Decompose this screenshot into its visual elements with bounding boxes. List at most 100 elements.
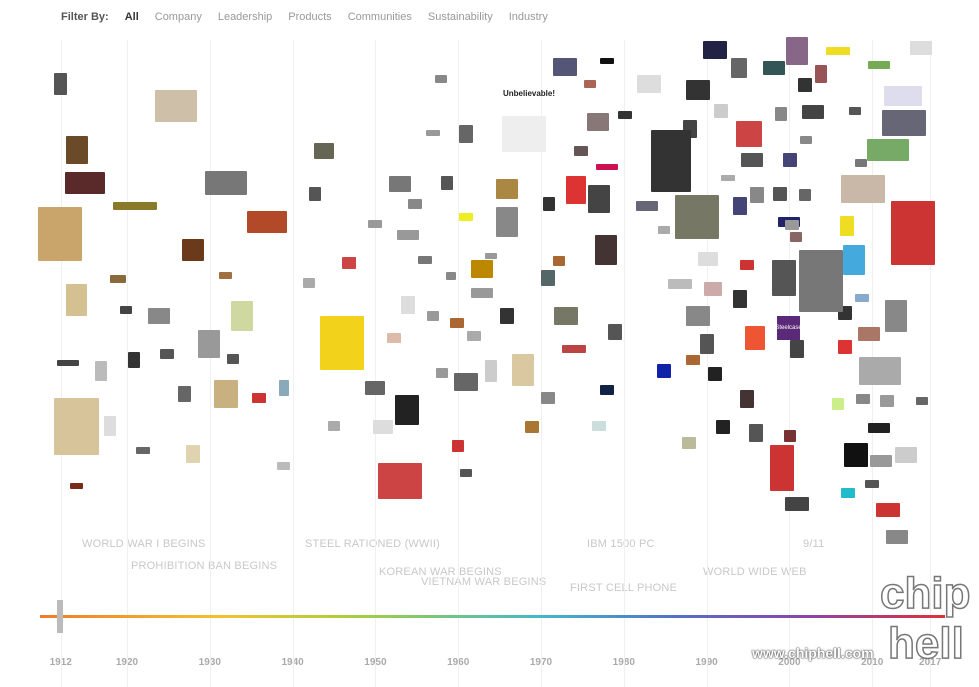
- thumbnail[interactable]: [459, 213, 473, 221]
- thumbnail[interactable]: [584, 80, 596, 88]
- thumbnail[interactable]: [868, 423, 890, 433]
- thumbnail[interactable]: [113, 202, 157, 210]
- thumbnail[interactable]: [446, 272, 456, 280]
- thumbnail[interactable]: [553, 256, 565, 266]
- thumbnail[interactable]: [700, 334, 714, 354]
- thumbnail[interactable]: [600, 385, 614, 395]
- thumbnail[interactable]: [749, 424, 763, 442]
- thumbnail[interactable]: [600, 58, 614, 64]
- thumbnail[interactable]: [698, 252, 718, 266]
- thumbnail[interactable]: [815, 65, 827, 83]
- thumbnail[interactable]: [467, 331, 481, 341]
- thumbnail[interactable]: [148, 308, 170, 324]
- thumbnail[interactable]: [160, 349, 174, 359]
- thumbnail[interactable]: [790, 340, 804, 358]
- event-label[interactable]: WORLD WAR I BEGINS: [82, 538, 206, 550]
- thumbnail[interactable]: [566, 176, 586, 204]
- thumbnail[interactable]: [471, 260, 493, 278]
- thumbnail[interactable]: [485, 253, 497, 259]
- thumbnail[interactable]: [471, 288, 493, 298]
- thumbnail[interactable]: [682, 437, 696, 449]
- thumbnail[interactable]: [128, 352, 140, 368]
- thumbnail[interactable]: [858, 327, 880, 341]
- event-label[interactable]: 9/11: [803, 538, 825, 550]
- thumbnail[interactable]: [770, 445, 794, 491]
- filter-option[interactable]: Leadership: [217, 11, 273, 23]
- thumbnail[interactable]: [686, 355, 700, 365]
- thumbnail[interactable]: [70, 483, 83, 489]
- thumbnail[interactable]: [435, 75, 447, 83]
- thumbnail[interactable]: [865, 480, 879, 488]
- thumbnail[interactable]: [328, 421, 340, 431]
- filter-option[interactable]: All: [124, 11, 139, 23]
- thumbnail[interactable]: [252, 393, 266, 403]
- thumbnail[interactable]: [867, 139, 909, 161]
- thumbnail[interactable]: [841, 175, 885, 203]
- thumbnail[interactable]: [588, 185, 610, 213]
- thumbnail[interactable]: [733, 290, 747, 308]
- thumbnail[interactable]: [427, 311, 439, 321]
- thumbnail[interactable]: [859, 357, 901, 385]
- thumbnail[interactable]: [95, 361, 107, 381]
- thumbnail[interactable]: [868, 61, 890, 69]
- thumbnail[interactable]: [786, 37, 808, 65]
- thumbnail[interactable]: [110, 275, 126, 283]
- thumbnail[interactable]: [886, 530, 908, 544]
- thumbnail[interactable]: [721, 175, 735, 181]
- thumbnail[interactable]: [802, 105, 824, 119]
- event-label[interactable]: PROHIBITION BAN BEGINS: [131, 560, 278, 572]
- thumbnail[interactable]: [783, 153, 797, 167]
- thumbnail[interactable]: [800, 136, 812, 144]
- thumbnail[interactable]: [686, 80, 710, 100]
- thumbnail[interactable]: [587, 113, 609, 131]
- thumbnail[interactable]: [636, 201, 658, 211]
- thumbnail[interactable]: [657, 364, 671, 378]
- thumbnail[interactable]: [155, 90, 197, 122]
- thumbnail[interactable]: [844, 443, 868, 467]
- thumbnail[interactable]: [876, 503, 900, 517]
- event-label[interactable]: VIETNAM WAR BEGINS: [421, 576, 547, 588]
- thumbnail[interactable]: [182, 239, 204, 261]
- thumbnail[interactable]: [884, 86, 922, 106]
- event-label[interactable]: IBM 1500 PC: [587, 538, 655, 550]
- thumbnail[interactable]: [541, 270, 555, 286]
- thumbnail[interactable]: [342, 257, 356, 269]
- filter-option[interactable]: Communities: [347, 11, 412, 23]
- thumbnail[interactable]: [136, 447, 150, 454]
- thumbnail[interactable]: [378, 463, 422, 499]
- thumbnail[interactable]: [214, 380, 238, 408]
- thumbnail[interactable]: [775, 107, 787, 121]
- thumbnail[interactable]: [798, 78, 812, 92]
- thumbnail[interactable]: [450, 318, 464, 328]
- thumbnail[interactable]: [373, 420, 393, 434]
- thumbnail[interactable]: [231, 301, 253, 331]
- thumbnail[interactable]: [772, 260, 796, 296]
- thumbnail[interactable]: [541, 392, 555, 404]
- filter-option[interactable]: Products: [288, 11, 332, 23]
- thumbnail[interactable]: [309, 187, 321, 201]
- thumbnail[interactable]: [841, 488, 855, 498]
- thumbnail[interactable]: [799, 189, 811, 201]
- thumbnail[interactable]: [502, 116, 546, 152]
- thumbnail[interactable]: [849, 107, 861, 115]
- thumbnail[interactable]: [512, 354, 534, 386]
- thumbnail[interactable]: [703, 41, 727, 59]
- thumbnail[interactable]: [57, 360, 79, 366]
- thumbnail[interactable]: [832, 398, 844, 410]
- thumbnail[interactable]: [562, 345, 586, 353]
- filter-option[interactable]: Industry: [508, 11, 548, 23]
- thumbnail[interactable]: [574, 146, 588, 156]
- thumbnail[interactable]: [790, 232, 802, 242]
- event-label[interactable]: FIRST CELL PHONE: [570, 582, 678, 594]
- timeline-handle[interactable]: [57, 600, 63, 633]
- thumbnail[interactable]: [608, 324, 622, 340]
- thumbnail[interactable]: [198, 330, 220, 358]
- event-label[interactable]: KOREAN WAR BEGINS: [379, 566, 502, 578]
- thumbnail[interactable]: [910, 41, 932, 55]
- thumbnail[interactable]: [826, 47, 850, 55]
- thumbnail[interactable]: [731, 58, 747, 78]
- thumbnail[interactable]: [763, 61, 785, 75]
- thumbnail[interactable]: [596, 164, 618, 170]
- thumbnail[interactable]: [916, 397, 928, 405]
- thumbnail[interactable]: [460, 469, 472, 477]
